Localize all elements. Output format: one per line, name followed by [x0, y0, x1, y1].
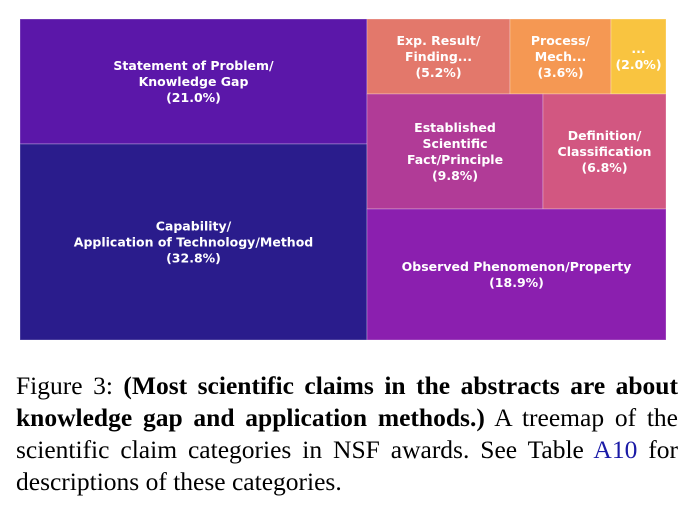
tile-category-label: Finding...	[405, 49, 472, 64]
tile-category-label: Classification	[558, 144, 652, 159]
tile-category-label: Definition/	[568, 128, 642, 143]
treemap-tile-label-3: Process/Mech... (3.6%)	[531, 33, 591, 80]
tile-category-label: Fact/Principle	[407, 152, 503, 167]
caption-prefix: Figure 3:	[16, 371, 124, 400]
tile-category-label: Process/	[531, 33, 591, 48]
caption-bold: (Most scientific claims in the abstracts…	[16, 371, 678, 432]
treemap-tile-3	[509, 18, 612, 95]
tile-percent-label: (32.8%)	[166, 250, 221, 265]
figure-caption: Figure 3: (Most scientific claims in the…	[16, 370, 678, 498]
tile-category-label: ...	[631, 41, 645, 56]
treemap-tile-7	[366, 208, 667, 341]
caption-text-1: A treemap of the scientific claim catego…	[16, 403, 678, 464]
treemap-tile-label-1: Capability/Application of Technology/Met…	[74, 218, 313, 265]
tile-category-label: Observed Phenomenon/Property	[402, 259, 632, 274]
tile-percent-label: (18.9%)	[489, 275, 544, 290]
tile-percent-label: (3.6%)	[537, 65, 583, 80]
treemap-tile-label-4: ... (2.0%)	[615, 41, 661, 72]
tile-percent-label: (21.0%)	[166, 90, 221, 105]
treemap-tile-label-7: Observed Phenomenon/Property (18.9%)	[402, 259, 632, 290]
tile-percent-label: (5.2%)	[415, 65, 461, 80]
tile-category-label: Capability/	[156, 218, 232, 233]
tile-category-label: Established	[414, 120, 496, 135]
tile-category-label: Mech...	[535, 49, 586, 64]
tile-percent-label: (9.8%)	[432, 168, 478, 183]
treemap-tile-label-6: Definition/Classification (6.8%)	[558, 128, 652, 175]
treemap-tile-6	[542, 93, 667, 210]
tile-category-label: Scientific	[422, 136, 487, 151]
treemap-tile-5	[366, 93, 544, 210]
tile-percent-label: (6.8%)	[581, 160, 627, 175]
treemap-tile-label-5: Established Scientific Fact/Principle (9.8%…	[407, 120, 503, 183]
table-reference-link[interactable]: A10	[593, 435, 638, 464]
tile-category-label: Application of Technology/Method	[74, 234, 313, 249]
tile-percent-label: (2.0%)	[615, 57, 661, 72]
caption-text-2: for descriptions of these categories.	[16, 435, 679, 496]
tile-category-label: Statement of Problem/	[113, 58, 274, 73]
treemap-tile-0	[19, 18, 368, 145]
tile-category-label: Knowledge Gap	[139, 74, 249, 89]
tile-category-label: Exp. Result/	[397, 33, 481, 48]
treemap-tile-1	[19, 143, 368, 341]
treemap-chart: Statement of Problem/Knowledge Gap (21.0%…	[19, 18, 667, 341]
treemap-tile-label-2: Exp. Result/Finding... (5.2%)	[397, 33, 481, 80]
treemap-tile-label-0: Statement of Problem/Knowledge Gap (21.0%…	[113, 58, 274, 105]
